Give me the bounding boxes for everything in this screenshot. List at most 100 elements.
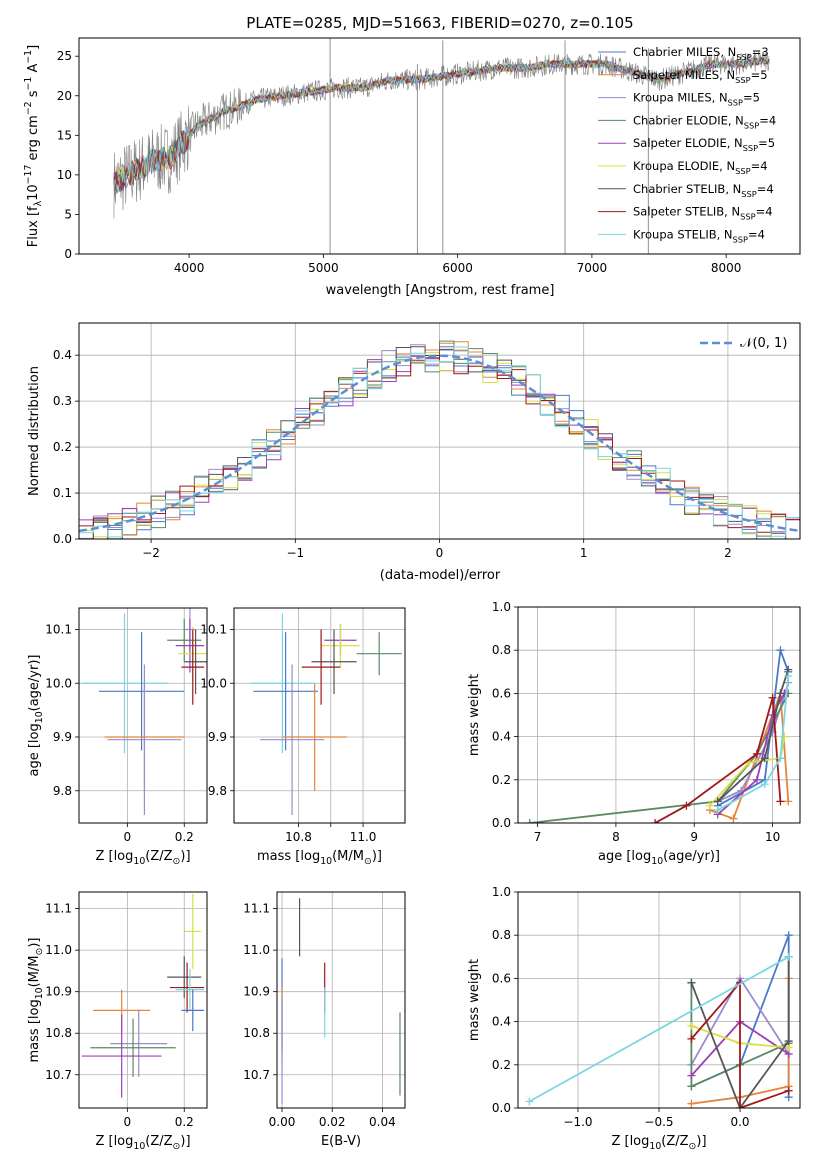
y-tick-label: 10.1	[200, 623, 227, 637]
x-axis-label: Z [log10(Z/Z⊙)]	[95, 1134, 190, 1152]
weight-series-line	[717, 676, 790, 811]
label-part: erg cm	[26, 115, 41, 164]
weight-marker	[687, 1021, 696, 1030]
axes-frame	[78, 891, 208, 1109]
chart-title: PLATE=0285, MJD=51663, FIBERID=0270, z=0…	[246, 14, 633, 32]
label-part: =4	[757, 182, 774, 196]
label-part: =5	[758, 136, 775, 150]
x-tick-label: 0.2	[175, 830, 194, 844]
label-part: −17	[23, 165, 34, 185]
label-part: =5	[743, 91, 760, 105]
axes-frame	[78, 607, 208, 824]
y-tick-label: 0.6	[492, 971, 511, 985]
x-tick-label: 8000	[711, 261, 742, 275]
label-part: E(B-V)	[321, 1134, 361, 1149]
x-axis-label: Z [log10(Z/Z⊙)]	[611, 1134, 706, 1152]
y-tick-label: 0.0	[53, 532, 72, 546]
label-part: 10	[651, 856, 663, 867]
label-part: Chabrier STELIB, N	[633, 182, 741, 196]
label-part: Salpeter MILES, N	[633, 68, 735, 82]
legend-item: Kroupa STELIB, NSSP=4	[633, 227, 765, 244]
label-part: =5	[751, 68, 768, 82]
label-part: (Z/Z	[145, 849, 172, 864]
label-part: )]	[372, 849, 382, 864]
label-part: Kroupa ELODIE, N	[633, 159, 735, 173]
chart-panel-1: −2 −1 0 1 2 0.0 0.1 0.2 0.3 0.4 𝒩(0, 1)	[53, 322, 801, 560]
x-tick-label: 1	[580, 546, 588, 560]
chart-panel-2: 0 0.2 9.8 9.9 10.0 10.1	[45, 607, 208, 844]
legend-item: Chabrier MILES, NSSP=3	[633, 45, 769, 62]
y-tick-label: 0.2	[492, 773, 511, 787]
legend-item: Chabrier ELODIE, NSSP=4	[633, 113, 776, 130]
weight-marker	[705, 801, 714, 810]
weight-marker	[760, 780, 769, 789]
x-tick-label: 9	[690, 830, 698, 844]
y-tick-label: 9.8	[53, 784, 72, 798]
weight-marker	[687, 1099, 696, 1108]
x-tick-label: 6000	[442, 261, 473, 275]
plot-area	[281, 898, 401, 1104]
x-tick-label: 0.04	[369, 1115, 396, 1129]
weight-series-line	[717, 669, 790, 803]
y-axis-label: mass weight	[467, 674, 482, 756]
x-tick-label: −2	[142, 546, 160, 560]
y-axis-label: mass weight	[467, 959, 482, 1041]
y-axis-label: Normed distribution	[27, 366, 42, 496]
chart-panel-4: 7 8 9 10 0.0 0.2 0.4 0.6 0.8 1.0	[492, 600, 801, 844]
y-tick-label: 0.8	[492, 643, 511, 657]
plot-area	[113, 38, 770, 254]
label-part: λ	[33, 200, 44, 206]
x-tick-label: 5000	[308, 261, 339, 275]
label-part: −1	[23, 50, 34, 64]
y-tick-label: 1.0	[492, 600, 511, 614]
y-tick-label: 10.9	[45, 985, 72, 999]
y-tick-label: 25	[57, 49, 72, 63]
weight-marker	[687, 1082, 696, 1091]
weight-marker	[752, 775, 761, 784]
weight-series-line	[529, 692, 790, 823]
y-tick-label: 10.8	[45, 1026, 72, 1040]
legend-item: Kroupa ELODIE, NSSP=4	[633, 159, 768, 176]
x-tick-label: −1.0	[563, 1115, 592, 1129]
axes-frame	[276, 891, 406, 1109]
label-part: Z [log	[95, 1134, 133, 1149]
label-part: Salpeter ELODIE, N	[633, 136, 743, 150]
x-tick-label: 11.0	[350, 830, 377, 844]
y-tick-label: 9.9	[53, 730, 72, 744]
weight-marker	[525, 1097, 534, 1106]
x-axis-label: (data-model)/error	[380, 568, 501, 583]
y-tick-label: 11.0	[45, 943, 72, 957]
y-tick-label: 1.0	[492, 885, 511, 899]
chart-panel-7: −1.0 −0.5 0.0 0.0 0.2 0.4 0.6 0.8 1.0	[492, 885, 801, 1129]
label-part: SSP	[735, 75, 750, 85]
weight-marker	[776, 754, 785, 763]
plot-area	[525, 931, 793, 1108]
weight-marker	[525, 819, 534, 823]
label-part: )]	[180, 849, 190, 864]
label-part: A	[26, 64, 41, 77]
label-part: =4	[756, 205, 773, 219]
weight-marker	[768, 693, 777, 702]
x-tick-label: 0	[124, 830, 132, 844]
y-tick-label: 11.1	[243, 902, 270, 916]
label-part: SSP	[736, 52, 751, 62]
y-tick-label: 10.0	[45, 676, 72, 690]
label-part: Salpeter STELIB, N	[633, 205, 740, 219]
label-part: SSP	[735, 166, 750, 176]
x-tick-label: 4000	[174, 261, 205, 275]
label-part: 10	[34, 711, 45, 723]
label-part: SSP	[743, 143, 758, 153]
y-tick-label: 0.2	[492, 1058, 511, 1072]
label-part: 10	[649, 1141, 661, 1152]
x-axis-label: E(B-V)	[321, 1134, 361, 1149]
label-part: 10	[320, 856, 332, 867]
x-tick-label: 0.00	[269, 1115, 296, 1129]
label-part: age [log	[598, 849, 651, 864]
label-part: ⊙	[364, 856, 372, 867]
weight-marker	[784, 1086, 793, 1095]
y-tick-label: 0.8	[492, 928, 511, 942]
weight-marker	[736, 1104, 745, 1108]
label-part: SSP	[741, 189, 756, 199]
weight-marker	[784, 931, 793, 940]
